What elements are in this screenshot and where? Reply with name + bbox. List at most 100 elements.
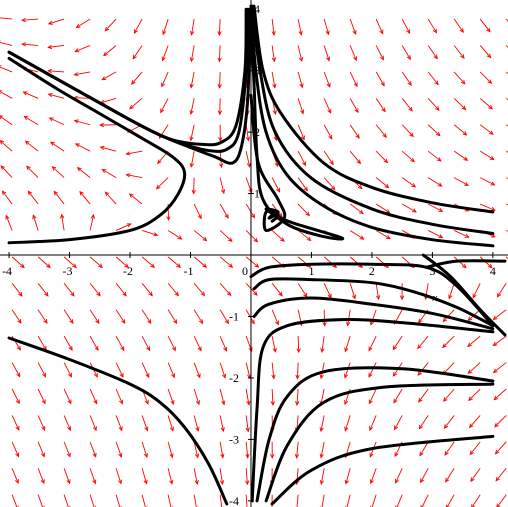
direction-arrow-head: [217, 110, 223, 116]
direction-arrow-shaft: [323, 256, 337, 268]
direction-arrow-shaft: [161, 71, 169, 87]
direction-arrow: [467, 335, 481, 348]
direction-arrow-head: [101, 76, 107, 81]
direction-arrow: [401, 98, 413, 112]
direction-arrow-shaft: [89, 441, 97, 457]
direction-arrow: [245, 415, 250, 433]
direction-arrow: [297, 283, 308, 298]
direction-arrow-head: [420, 505, 425, 507]
direction-arrow: [323, 18, 330, 36]
direction-arrow-shaft: [442, 309, 455, 322]
direction-arrow-head: [356, 159, 362, 165]
direction-arrow: [453, 18, 464, 34]
direction-arrow-shaft: [401, 203, 417, 213]
direction-arrow-head: [300, 109, 305, 115]
direction-arrow: [0, 140, 13, 152]
direction-arrow-shaft: [219, 256, 233, 268]
direction-arrow: [375, 18, 384, 35]
direction-arrow-shaft: [349, 230, 364, 240]
direction-arrow-shaft: [245, 415, 249, 432]
direction-arrow-shaft: [193, 441, 199, 458]
direction-arrow-shaft: [297, 124, 305, 140]
direction-arrow-shaft: [0, 165, 13, 178]
direction-arrow: [427, 203, 444, 212]
direction-arrow-shaft: [401, 98, 413, 112]
direction-arrow-head: [189, 83, 194, 89]
direction-arrow-shaft: [22, 43, 39, 46]
direction-arrow-head: [125, 173, 131, 178]
direction-arrow-shaft: [245, 256, 259, 268]
direction-arrow-head: [75, 23, 81, 29]
direction-arrow: [493, 388, 507, 401]
direction-arrow-shaft: [323, 177, 336, 190]
direction-arrow: [75, 18, 91, 29]
direction-arrow: [219, 335, 228, 352]
direction-arrow-head: [357, 184, 363, 190]
direction-arrow-head: [224, 319, 229, 325]
direction-arrow-shaft: [427, 18, 437, 33]
direction-arrow-head: [150, 263, 156, 268]
direction-arrow: [349, 124, 360, 139]
direction-arrow-shaft: [271, 177, 280, 192]
direction-arrow-shaft: [349, 203, 364, 214]
direction-arrow: [375, 98, 386, 113]
direction-arrow: [161, 45, 169, 62]
direction-arrow-head: [280, 237, 285, 242]
direction-arrow: [349, 45, 357, 62]
direction-arrow-shaft: [167, 283, 179, 296]
direction-arrow-shaft: [167, 230, 182, 240]
direction-arrow: [319, 441, 325, 459]
direction-arrow: [471, 494, 481, 507]
direction-arrow-head: [270, 454, 275, 459]
trajectory-4: [7, 56, 187, 245]
direction-arrow-head: [197, 214, 202, 220]
direction-arrow-head: [161, 82, 166, 88]
direction-arrow-shaft: [323, 150, 334, 165]
direction-arrow: [193, 256, 208, 268]
direction-arrow-shaft: [369, 415, 377, 431]
direction-arrow-shaft: [349, 98, 359, 113]
direction-arrow-head: [326, 82, 331, 88]
direction-arrow-shaft: [167, 335, 176, 351]
direction-arrow-shaft: [191, 18, 195, 35]
direction-arrow-head: [492, 341, 498, 347]
direction-arrow-head: [385, 235, 391, 240]
direction-arrow-head: [417, 344, 422, 350]
direction-arrow: [47, 44, 65, 50]
direction-arrow: [193, 415, 200, 432]
direction-arrow: [297, 124, 305, 141]
direction-arrow-shaft: [193, 335, 202, 351]
direction-arrow-head: [443, 397, 448, 402]
direction-arrow: [349, 98, 359, 114]
direction-arrow: [189, 71, 195, 89]
direction-arrow: [141, 415, 149, 432]
direction-arrow-shaft: [50, 141, 65, 152]
direction-arrow: [115, 494, 122, 507]
direction-arrow-head: [346, 321, 351, 327]
direction-arrow-head: [417, 371, 422, 376]
direction-arrow-head: [126, 223, 132, 228]
direction-arrow-head: [15, 425, 20, 431]
direction-arrow-shaft: [101, 71, 117, 81]
direction-arrow-shaft: [167, 441, 173, 458]
direction-arrow: [51, 166, 65, 178]
direction-arrow-shaft: [323, 71, 331, 88]
direction-arrow: [193, 494, 199, 507]
direction-arrow: [443, 415, 455, 429]
direction-arrow: [297, 98, 305, 115]
direction-arrow: [417, 362, 429, 376]
direction-arrow: [0, 65, 13, 73]
direction-arrow-shaft: [49, 117, 65, 126]
direction-arrow-head: [66, 479, 71, 485]
direction-arrow: [141, 362, 150, 379]
direction-arrow-head: [189, 162, 194, 168]
direction-arrow-shaft: [375, 283, 380, 300]
direction-arrow: [60, 213, 65, 231]
direction-arrow-shaft: [479, 97, 493, 110]
direction-arrow-head: [60, 213, 65, 219]
direction-arrow: [295, 362, 300, 380]
direction-arrow: [167, 415, 174, 432]
direction-arrow-shaft: [37, 468, 45, 484]
direction-arrow-head: [68, 345, 73, 351]
direction-arrow-head: [445, 477, 450, 483]
